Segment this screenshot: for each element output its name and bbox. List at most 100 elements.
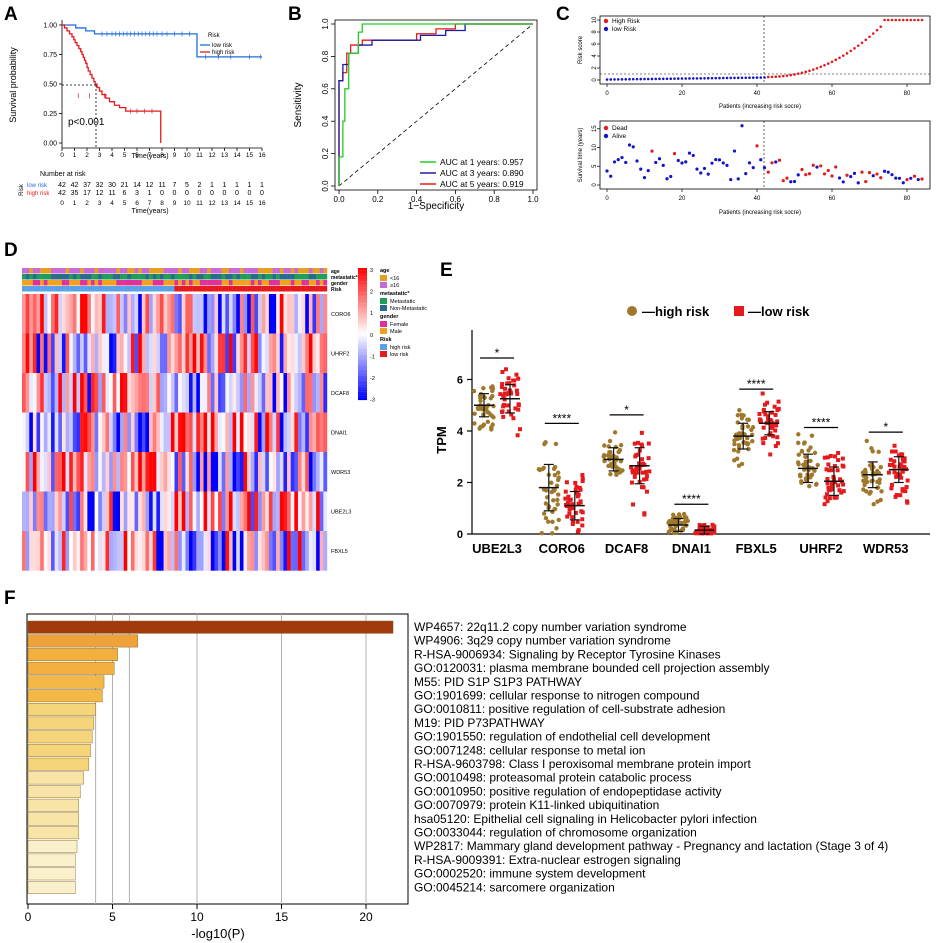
- heatmap-annotation-label: Risk: [331, 287, 342, 293]
- risk-score-point: [650, 77, 654, 81]
- heatmap-scale-segment: [358, 373, 367, 376]
- heatmap-annotation-cell: [192, 274, 197, 280]
- heatmap-annotation-cell: [283, 280, 288, 286]
- heatmap-cell: [127, 294, 132, 334]
- heatmap-cell: [199, 531, 204, 571]
- heatmap-cell: [297, 294, 302, 334]
- heatmap-annotation-cell: [145, 280, 150, 286]
- heatmap-cell: [199, 333, 204, 374]
- heatmap-cell: [22, 373, 26, 413]
- heatmap-cell: [120, 294, 124, 334]
- heatmap-annotation-cell: [61, 274, 66, 280]
- heatmap-annotation-cell: [145, 268, 150, 274]
- heatmap-annotation-cell: [221, 280, 226, 286]
- heatmap-cell: [83, 531, 88, 571]
- heatmap-cell: [272, 412, 277, 453]
- heatmap-cell: [40, 412, 44, 453]
- heatmap-cell: [87, 452, 92, 492]
- heatmap-cell: [268, 452, 273, 492]
- heatmap-annotation-cell: [192, 280, 197, 286]
- heatmap-annotation-cell: [83, 286, 88, 292]
- heatmap-cell: [294, 294, 299, 334]
- heatmap-legend-item: high risk: [390, 345, 411, 351]
- risk-score-point: [834, 58, 838, 62]
- heatmap-annotation-cell: [72, 280, 77, 286]
- tpm-point-low: [646, 441, 651, 446]
- heatmap-cell: [101, 333, 106, 374]
- heatmap-cell: [294, 412, 299, 453]
- risk-score-point: [819, 65, 823, 69]
- km-risk-low-count: 32: [96, 182, 104, 189]
- heatmap-scale-label: 1: [370, 311, 373, 317]
- heatmap-cell: [127, 412, 132, 453]
- tpm-point-low: [514, 372, 519, 377]
- risk-score-point: [875, 28, 879, 32]
- heatmap-cell: [76, 491, 81, 532]
- tpm-point-low: [896, 453, 901, 458]
- heatmap-annotation-cell: [101, 280, 106, 286]
- heatmap-cell: [127, 491, 132, 532]
- tpm-point-low: [563, 489, 568, 494]
- status-legend-dead: Dead: [612, 125, 628, 132]
- heatmap-annotation-cell: [178, 274, 182, 280]
- heatmap-annotation-cell: [90, 268, 95, 274]
- tpm-point-high: [746, 446, 751, 452]
- heatmap-scale-segment: [358, 371, 367, 374]
- km-risk-high-count: 0: [223, 190, 227, 197]
- heatmap-cell: [312, 333, 317, 374]
- risk-score-point: [856, 44, 860, 47]
- heatmap-annotation-cell: [101, 274, 106, 280]
- survival-time-point: [909, 176, 913, 180]
- tpm-point-low: [511, 416, 516, 421]
- tpm-point-low: [509, 412, 514, 417]
- heatmap-annotation-cell: [279, 274, 284, 280]
- heatmap-cell: [98, 412, 103, 453]
- heatmap-annotation-cell: [83, 268, 88, 274]
- tpm-point-low: [905, 500, 910, 505]
- heatmap-annotation-cell: [105, 286, 110, 292]
- km-xtick-label: 7: [148, 152, 152, 159]
- heatmap-cell: [134, 412, 139, 453]
- survival-time-point: [916, 177, 920, 182]
- heatmap-legend-swatch: [380, 282, 387, 288]
- heatmap-cell: [138, 412, 143, 453]
- heatmap-scale-segment: [358, 287, 367, 291]
- tpm-point-low: [768, 452, 773, 457]
- heatmap-scale-segment: [358, 268, 367, 271]
- heatmap-cell: [152, 531, 157, 571]
- heatmap-cell: [69, 531, 74, 571]
- survival-time-point: [867, 171, 872, 175]
- tpm-point-low: [644, 469, 649, 474]
- heatmap-cell: [29, 373, 34, 413]
- tpm-point-low: [694, 531, 699, 536]
- km-legend-low: low risk: [212, 43, 233, 49]
- km-legend-high: high risk: [212, 50, 235, 56]
- survival-time-point: [729, 177, 733, 182]
- panel-label-b: B: [288, 4, 302, 25]
- heatmap-cell: [258, 373, 262, 413]
- km-table-xtick-label: 0: [60, 200, 64, 207]
- risk-score-point: [894, 18, 898, 22]
- heatmap-annotation-cell: [32, 274, 37, 280]
- heatmap-annotation-cell: [305, 268, 310, 274]
- risk-score-point: [815, 66, 819, 70]
- heatmap-annotation-cell: [250, 286, 255, 292]
- heatmap-cell: [185, 294, 190, 334]
- enrichment-term-label: WP4657: 22q11.2 copy number variation sy…: [414, 620, 687, 634]
- tpm-point-low: [630, 470, 635, 475]
- heatmap-cell: [47, 333, 52, 374]
- risk-score-ytick-label: 10: [592, 16, 598, 23]
- heatmap-legend-item: Male: [390, 329, 402, 335]
- heatmap-cell: [254, 412, 259, 453]
- heatmap-cell: [323, 491, 328, 532]
- heatmap-annotation-cell: [87, 268, 92, 274]
- heatmap-cell: [178, 452, 182, 492]
- heatmap-cell: [54, 452, 59, 492]
- survival-time-point: [879, 176, 883, 180]
- tpm-ylabel: TPM: [434, 426, 449, 453]
- roc-ytick-label: 0.8: [321, 50, 330, 62]
- heatmap-cell: [192, 491, 197, 532]
- heatmap-cell: [112, 412, 117, 453]
- heatmap-cell: [189, 491, 193, 532]
